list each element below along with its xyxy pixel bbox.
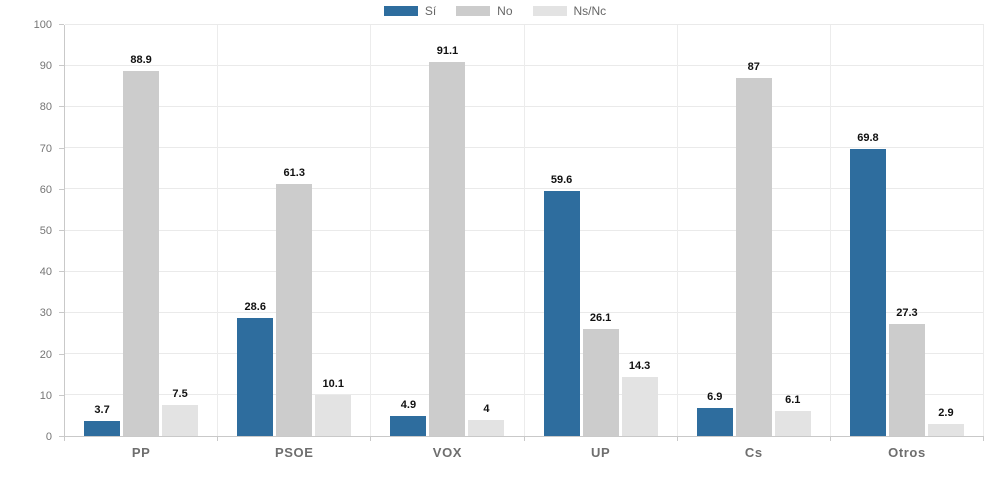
x-axis-tick [370, 436, 372, 441]
x-axis-tick [676, 436, 678, 441]
bar-no-otros[interactable]: 27.3 [888, 307, 925, 436]
y-tick-label: 10 [39, 389, 52, 402]
x-axis-tick [64, 436, 65, 441]
bar-value-label: 59.6 [550, 174, 573, 187]
bar-si-vox[interactable]: 4.9 [390, 399, 427, 436]
y-tick-mark [59, 353, 64, 355]
legend-item-si[interactable]: Sí [383, 4, 437, 18]
bar-nsnc-cs[interactable]: 6.1 [774, 394, 811, 436]
bar-value-label: 88.9 [130, 53, 152, 66]
bar-value-label: 26.1 [589, 311, 612, 324]
bar-value-label: 28.6 [244, 301, 266, 314]
x-axis-label-pp: PP [131, 445, 151, 460]
legend-label: Sí [424, 4, 437, 18]
chart-legend: Sí No Ns/Nc [0, 4, 990, 18]
bar-nsnc-vox[interactable]: 4 [468, 403, 505, 436]
bar-nsnc-up[interactable]: 14.3 [621, 360, 658, 436]
category-group-psoe: 28.6 61.3 10.1 PSOE [218, 25, 372, 460]
y-tick-label: 80 [39, 101, 52, 114]
bar-value-label: 69.8 [857, 132, 879, 145]
bar-value-label: 14.3 [628, 360, 651, 373]
y-tick-mark [59, 312, 64, 314]
bar-value-label: 6.9 [707, 390, 723, 403]
x-axis-label-psoe: PSOE [274, 445, 314, 460]
legend-label: No [497, 4, 513, 18]
legend-swatch-no [456, 6, 491, 16]
legend-swatch-si [383, 6, 418, 16]
y-tick-label: 20 [39, 348, 52, 361]
category-group-otros: 69.8 27.3 2.9 Otros [831, 25, 985, 460]
bar-value-label: 6.1 [785, 393, 801, 406]
category-group-up: 59.6 26.1 14.3 UP [525, 25, 678, 460]
legend-swatch-nsnc [532, 6, 567, 16]
bar-value-label: 4.9 [400, 398, 417, 411]
category-group-vox: 4.9 91.1 4 VOX [371, 25, 525, 460]
bar-value-label: 2.9 [938, 407, 954, 420]
x-axis-tick [983, 436, 984, 441]
bar-no-up[interactable]: 26.1 [582, 312, 619, 436]
bar-si-pp[interactable]: 3.7 [84, 404, 121, 436]
x-axis-tick [829, 436, 831, 441]
bar-value-label: 3.7 [94, 403, 110, 416]
bar-si-psoe[interactable]: 28.6 [237, 301, 274, 436]
bar-nsnc-pp[interactable]: 7.5 [162, 388, 199, 436]
bar-value-label: 7.5 [172, 388, 188, 401]
bar-value-label: 4 [483, 402, 490, 415]
x-axis-label-up: UP [590, 445, 611, 460]
bar-value-label: 61.3 [283, 167, 305, 180]
y-tick-mark [59, 147, 64, 149]
y-tick-mark [59, 271, 64, 273]
bar-si-up[interactable]: 59.6 [543, 174, 580, 436]
y-tick-mark [59, 188, 64, 190]
x-axis-tick [523, 436, 525, 441]
y-tick-mark [59, 436, 64, 437]
bar-nsnc-otros[interactable]: 2.9 [927, 407, 964, 436]
bar-no-psoe[interactable]: 61.3 [276, 167, 313, 436]
y-tick-label: 40 [39, 266, 52, 279]
bar-value-label: 10.1 [322, 377, 344, 390]
y-tick-mark [59, 106, 64, 108]
bar-value-label: 91.1 [436, 44, 459, 57]
bar-value-label: 87 [747, 61, 760, 74]
y-axis: 0 10 20 30 40 50 60 70 80 90 100 [0, 19, 64, 443]
y-tick-label: 0 [45, 431, 52, 443]
legend-label: Ns/Nc [573, 4, 607, 18]
legend-item-nsnc[interactable]: Ns/Nc [532, 4, 607, 18]
y-tick-label: 30 [39, 307, 52, 320]
bar-si-cs[interactable]: 6.9 [696, 391, 733, 436]
bar-no-pp[interactable]: 88.9 [123, 54, 160, 436]
y-tick-label: 90 [39, 60, 52, 73]
y-tick-mark [59, 65, 64, 67]
category-group-pp: 3.7 88.9 7.5 PP [65, 25, 219, 460]
gridline [65, 24, 984, 25]
bar-no-vox[interactable]: 91.1 [429, 45, 466, 436]
y-tick-label: 50 [39, 225, 52, 237]
bar-value-label: 27.3 [896, 306, 918, 319]
y-tick-mark [59, 394, 64, 396]
plot-area: 3.7 88.9 7.5 PP 28.6 61.3 10.1 PSOE 4.9 91.1 4 VOX 5… [64, 24, 985, 460]
y-tick-label: 70 [39, 142, 52, 155]
legend-item-no[interactable]: No [456, 4, 513, 18]
bar-si-otros[interactable]: 69.8 [849, 132, 886, 436]
x-axis-label-otros: Otros [888, 445, 926, 460]
x-axis-label-vox: VOX [432, 445, 463, 460]
y-tick-mark [59, 230, 64, 231]
x-axis-tick [217, 436, 219, 441]
y-tick-label: 60 [39, 183, 52, 196]
x-axis-label-cs: Cs [744, 445, 763, 460]
y-tick-label: 100 [33, 19, 52, 31]
category-group-cs: 6.9 87 6.1 Cs [678, 25, 831, 460]
y-tick-mark [59, 24, 64, 25]
bar-no-cs[interactable]: 87 [735, 61, 772, 436]
bar-nsnc-psoe[interactable]: 10.1 [315, 378, 352, 436]
